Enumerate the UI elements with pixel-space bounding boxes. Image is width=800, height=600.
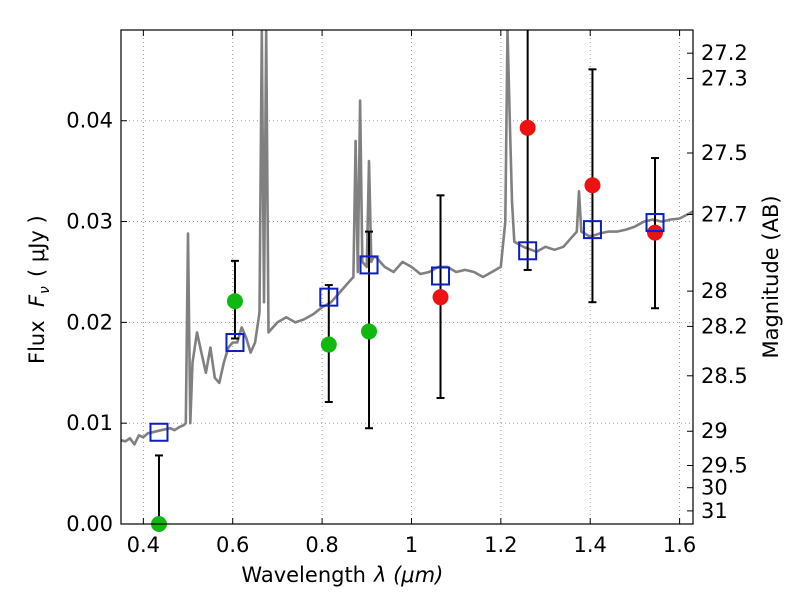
errorbars [154,30,660,524]
spectrum-series [121,30,693,446]
nir-point [432,289,449,306]
y2-tick-label: 28.5 [701,364,748,388]
x-tick-label: 1.6 [663,533,696,557]
y2-tick-label: 27.2 [701,41,748,65]
y-tick-label: 0.01 [66,411,113,435]
x-tick-label: 1.4 [574,533,607,557]
axes: 0.4 0.6 0.8 1 1.2 1.4 1.6 0.00 0.01 0.02 0.03 0.04 2… [66,30,748,557]
data-points [150,119,664,532]
model-boxes [149,213,665,442]
y2-tick-label: 28 [701,279,728,303]
y2-tick-label: 27.5 [701,141,748,165]
y-axis-label: Flux F ν ( μJy ) [25,215,53,364]
nir-point [519,119,536,136]
x-axis-label-symbol: λ (μm) [373,563,443,587]
y-tick-label: 0.03 [66,210,113,234]
y2-tick-label: 29.5 [701,454,748,478]
y-axis-label-subscript: ν [37,286,53,294]
y-axis-label-symbol: F [25,294,49,307]
model-band-box [645,213,665,233]
model-band-box [431,266,451,286]
y2-axis-label: Magnitude (AB) [759,195,783,358]
y2-tick-label: 29 [701,419,728,443]
x-tick-label: 1.2 [484,533,517,557]
optical-point [320,336,337,353]
y2-tick-label: 27.3 [701,66,748,90]
model-band-box [518,241,538,261]
x-tick-label: 1 [405,533,418,557]
y-tick-label: 0.04 [66,109,113,133]
nir-point [584,177,601,194]
x-tick-label: 0.6 [216,533,249,557]
y-axis-label-text: Flux [25,320,49,364]
model-band-box [149,422,169,442]
nir-point [647,224,664,241]
model-band-box [359,255,379,275]
grid-lines [121,30,693,525]
optical-point [361,323,378,340]
x-tick-label: 0.8 [305,533,338,557]
x-tick-label: 0.4 [127,533,160,557]
x-axis-label-text: Wavelength [241,563,366,587]
y2-tick-label: 27.7 [701,202,748,226]
y2-tick-label: 31 [701,499,728,523]
model-band-box [319,287,339,307]
y2-tick-label: 30 [701,476,728,500]
y-tick-label: 0.02 [66,310,113,334]
y-tick-label: 0.00 [66,512,113,536]
spectrum-line [121,30,693,446]
plot-frame [120,29,694,525]
y-axis-label-unit: ( μJy ) [25,215,49,277]
model-band-box [582,220,602,240]
y2-tick-label: 28.2 [701,314,748,338]
model-band-box [225,333,245,353]
optical-point [226,293,243,310]
